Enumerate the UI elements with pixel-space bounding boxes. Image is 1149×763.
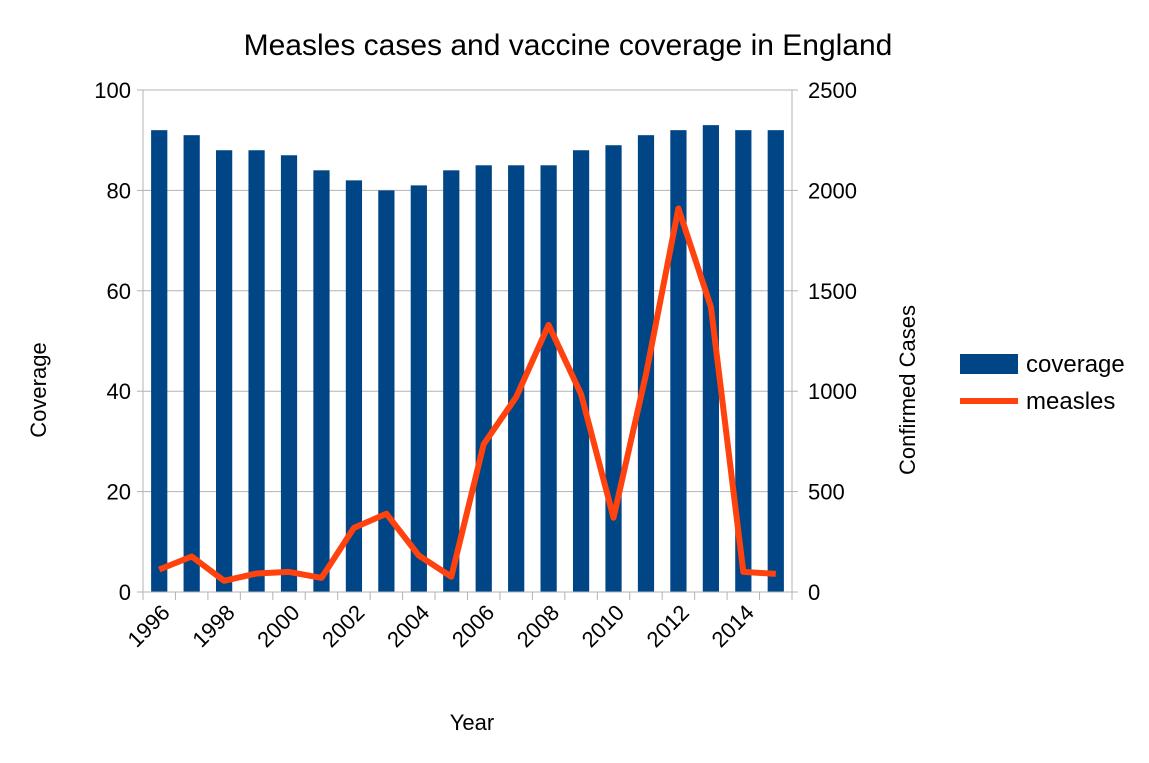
coverage-bar-2000 [281, 155, 297, 592]
axes [137, 90, 798, 600]
x-tick-label: 1998 [187, 600, 239, 652]
x-tick-label: 2012 [642, 600, 694, 652]
coverage-bar-2004 [411, 185, 427, 592]
coverage-bar-1997 [184, 135, 200, 592]
x-tick-label: 2010 [577, 600, 629, 652]
y2-axis-label: Confirmed Cases [895, 305, 920, 475]
coverage-bar-2008 [541, 165, 557, 592]
legend: coverage measles [960, 351, 1125, 415]
coverage-bar-1999 [248, 150, 264, 592]
x-tick-label: 2000 [252, 600, 304, 652]
y2-axis-tick-labels: 0 500 1000 1500 2000 2500 [808, 78, 857, 605]
y-axis-tick-labels: 0 20 40 60 80 100 [94, 78, 131, 605]
legend-swatch-coverage [960, 354, 1018, 374]
coverage-bar-2012 [670, 130, 686, 592]
coverage-bar-2006 [476, 165, 492, 592]
coverage-bar-1998 [216, 150, 232, 592]
y-tick-label: 0 [119, 580, 131, 605]
x-axis-label: Year [450, 710, 494, 735]
coverage-bar-1996 [151, 130, 167, 592]
y-tick-label: 40 [107, 379, 131, 404]
x-tick-label: 1996 [122, 600, 174, 652]
x-tick-label: 2004 [382, 600, 434, 652]
x-tick-label: 2006 [447, 600, 499, 652]
coverage-bar-2010 [605, 145, 621, 592]
x-tick-label: 2008 [512, 600, 564, 652]
y2-tick-label: 0 [808, 580, 820, 605]
y-axis-label: Coverage [26, 342, 51, 437]
y2-tick-label: 2000 [808, 178, 857, 203]
chart-title: Measles cases and vaccine coverage in En… [244, 29, 893, 62]
coverage-bar-2015 [768, 130, 784, 592]
coverage-bar-2005 [443, 170, 459, 592]
y2-tick-label: 2500 [808, 78, 857, 103]
y2-tick-label: 500 [808, 480, 845, 505]
y-tick-label: 60 [107, 279, 131, 304]
y-tick-label: 20 [107, 480, 131, 505]
coverage-bar-2009 [573, 150, 589, 592]
coverage-bar-2003 [378, 190, 394, 592]
x-tick-label: 2014 [707, 600, 759, 652]
legend-label-coverage: coverage [1026, 351, 1125, 378]
x-tick-label: 2002 [317, 600, 369, 652]
y-tick-label: 80 [107, 178, 131, 203]
coverage-bar-2001 [313, 170, 329, 592]
y-tick-label: 100 [94, 78, 131, 103]
legend-label-measles: measles [1026, 388, 1115, 415]
y2-tick-label: 1500 [808, 279, 857, 304]
y2-tick-label: 1000 [808, 379, 857, 404]
